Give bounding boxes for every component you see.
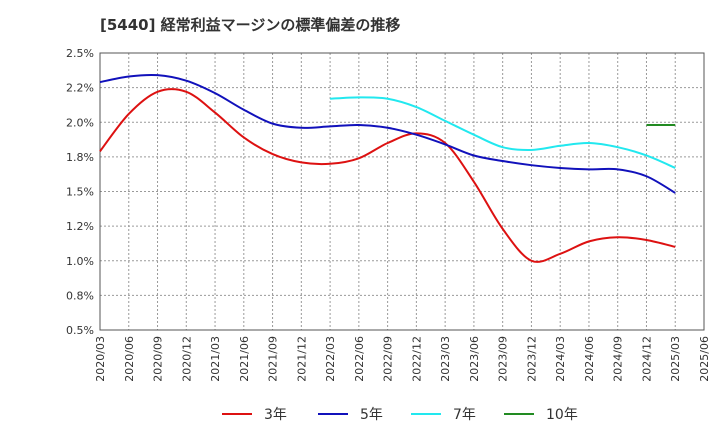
- y-tick-label: 1.5%: [66, 186, 94, 199]
- series-line-2: [99, 73, 676, 194]
- y-tick-label: 1.8%: [66, 151, 94, 164]
- y-tick-label: 0.8%: [66, 289, 94, 302]
- x-tick-label: 2023/06: [468, 336, 481, 382]
- x-tick-label: 2024/03: [554, 336, 567, 382]
- x-tick-label: 2023/12: [525, 336, 538, 382]
- x-tick-label: 2023/03: [439, 336, 452, 382]
- x-tick-label: 2020/12: [180, 336, 193, 382]
- x-tick-label: 2021/03: [209, 336, 222, 382]
- x-tick-label: 2020/06: [123, 336, 136, 382]
- x-tick-label: 2022/09: [382, 336, 395, 382]
- y-tick-label: 2.5%: [66, 47, 94, 60]
- x-tick-label: 2021/06: [238, 336, 251, 382]
- x-tick-label: 2021/09: [267, 336, 280, 382]
- chart-title: [5440] 経常利益マージンの標準偏差の推移: [100, 16, 401, 34]
- x-tick-label: 2024/12: [640, 336, 653, 382]
- legend-label-3: 7年: [453, 407, 476, 423]
- series-line-1: [99, 88, 676, 263]
- x-tick-label: 2025/06: [698, 336, 711, 382]
- legend-label-4: 10年: [546, 407, 578, 423]
- legend-label-1: 3年: [264, 407, 287, 423]
- x-tick-label: 2024/09: [612, 336, 625, 382]
- x-tick-label: 2022/03: [324, 336, 337, 382]
- x-tick-label: 2020/09: [152, 336, 165, 382]
- y-tick-label: 1.2%: [66, 220, 94, 233]
- x-tick-label: 2023/09: [497, 336, 510, 382]
- series-line-3: [330, 96, 676, 169]
- plot-frame: [99, 52, 705, 331]
- y-tick-label: 2.0%: [66, 116, 94, 129]
- x-tick-label: 2024/06: [583, 336, 596, 382]
- y-tick-label: 1.0%: [66, 255, 94, 268]
- x-tick-label: 2025/03: [669, 336, 682, 382]
- y-tick-label: 0.5%: [66, 324, 94, 337]
- x-tick-label: 2020/03: [94, 336, 107, 382]
- legend-label-2: 5年: [360, 407, 383, 423]
- x-tick-label: 2022/06: [353, 336, 366, 382]
- x-tick-label: 2021/12: [295, 336, 308, 382]
- y-tick-label: 2.2%: [66, 82, 94, 95]
- x-tick-label: 2022/12: [410, 336, 423, 382]
